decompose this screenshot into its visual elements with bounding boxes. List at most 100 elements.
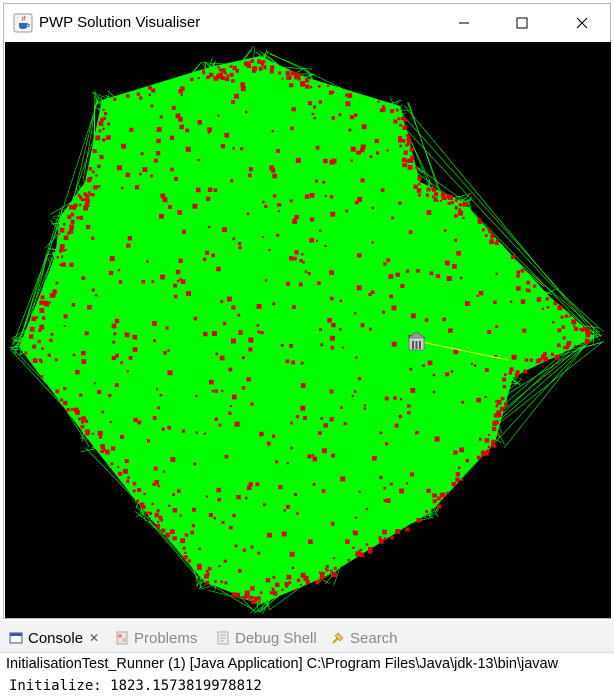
graph-node — [508, 371, 512, 375]
graph-node — [553, 301, 558, 306]
graph-node — [368, 292, 372, 297]
graph-node — [436, 199, 439, 203]
graph-node — [270, 65, 275, 70]
graph-nodes — [24, 59, 591, 605]
graph-node — [410, 155, 415, 160]
graph-node — [98, 129, 102, 133]
tab-debug-shell[interactable]: Debug Shell — [216, 627, 317, 649]
graph-node — [484, 396, 487, 399]
graph-node — [161, 528, 166, 533]
tab-search[interactable]: Search — [331, 627, 398, 649]
graph-node — [278, 484, 283, 490]
graph-node — [89, 176, 93, 180]
graph-node — [41, 316, 46, 320]
graph-node — [444, 260, 450, 266]
graph-node — [455, 477, 460, 483]
graph-node — [300, 405, 306, 411]
graph-node — [269, 165, 275, 171]
graph-node — [427, 360, 433, 366]
graph-node — [224, 72, 227, 75]
graph-node — [146, 260, 149, 263]
graph-node — [315, 580, 320, 585]
graph-node — [511, 255, 516, 260]
graph-node — [380, 188, 385, 193]
graph-node — [40, 360, 43, 364]
graph-node — [157, 520, 160, 523]
graph-edge — [390, 112, 555, 289]
graph-node — [179, 124, 185, 130]
graph-node — [541, 307, 545, 310]
graph-node — [175, 269, 181, 275]
graph-node — [102, 448, 106, 452]
graph-node — [44, 301, 50, 307]
tab-console[interactable]: Console ✕ — [9, 627, 99, 649]
graph-node — [347, 93, 353, 99]
graph-node — [207, 131, 211, 134]
graph-node — [520, 268, 525, 273]
graph-node — [259, 431, 264, 437]
graph-node — [126, 243, 131, 248]
tab-problems[interactable]: Problems — [115, 627, 197, 649]
graph-node — [385, 442, 389, 446]
graph-node — [49, 338, 53, 343]
graph-node — [145, 511, 149, 515]
graph-node — [173, 294, 178, 299]
graph-node — [522, 328, 527, 333]
graph-node — [554, 354, 560, 360]
graph-node — [566, 344, 570, 348]
graph-node — [407, 411, 411, 415]
graph-node — [309, 217, 315, 222]
graph-node — [397, 138, 402, 143]
console-output-line[interactable]: Initialize: 1823.1573819978812 — [9, 678, 262, 694]
visualiser-canvas[interactable] — [5, 42, 611, 618]
graph-node — [49, 293, 55, 299]
graph-node — [163, 351, 167, 355]
graph-node — [224, 132, 230, 138]
graph-node — [343, 422, 347, 426]
graph-node — [296, 578, 301, 582]
close-button[interactable] — [559, 4, 605, 42]
graph-node — [172, 536, 177, 541]
graph-node — [237, 568, 242, 573]
maximize-button[interactable] — [499, 4, 545, 42]
graph-node — [232, 237, 236, 241]
graph-node — [120, 361, 124, 365]
graph-node — [222, 321, 227, 326]
graph-node — [318, 100, 322, 104]
graph-node — [493, 300, 497, 305]
graph-node — [159, 115, 163, 119]
graph-node — [372, 455, 377, 461]
tab-close-icon[interactable]: ✕ — [89, 631, 100, 645]
graph-node — [24, 351, 28, 355]
graph-node — [402, 163, 407, 168]
graph-node — [83, 205, 89, 211]
graph-node — [290, 71, 295, 76]
graph-node — [193, 462, 197, 466]
graph-node — [260, 60, 265, 65]
graph-node — [226, 74, 229, 77]
graph-node — [167, 425, 172, 430]
graph-node — [393, 119, 398, 124]
graph-node — [79, 215, 84, 220]
graph-node — [315, 145, 320, 150]
graph-node — [304, 78, 310, 83]
graph-node — [31, 316, 37, 322]
minimize-button[interactable] — [441, 4, 487, 42]
graph-node — [69, 262, 74, 267]
graph-node — [404, 163, 408, 166]
graph-node — [562, 336, 566, 340]
graph-node — [97, 164, 101, 169]
graph-node — [170, 529, 175, 535]
graph-node — [329, 389, 334, 394]
graph-node — [431, 187, 437, 192]
title-bar[interactable]: PWP Solution Visualiser — [4, 4, 610, 42]
graph-node — [499, 406, 505, 412]
graph-node — [271, 168, 276, 173]
graph-node — [394, 423, 399, 428]
graph-edge — [95, 95, 99, 104]
graph-node — [573, 324, 576, 328]
graph-node — [351, 394, 355, 398]
graph-node — [156, 388, 159, 391]
graph-node — [399, 144, 403, 148]
graph-node — [341, 346, 345, 349]
